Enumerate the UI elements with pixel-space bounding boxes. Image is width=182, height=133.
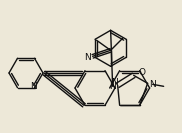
Text: N: N [149,80,156,89]
Text: N: N [84,53,91,62]
Text: N: N [30,82,37,91]
Text: N: N [111,78,118,87]
Text: N: N [109,82,116,91]
Text: O: O [138,68,145,77]
